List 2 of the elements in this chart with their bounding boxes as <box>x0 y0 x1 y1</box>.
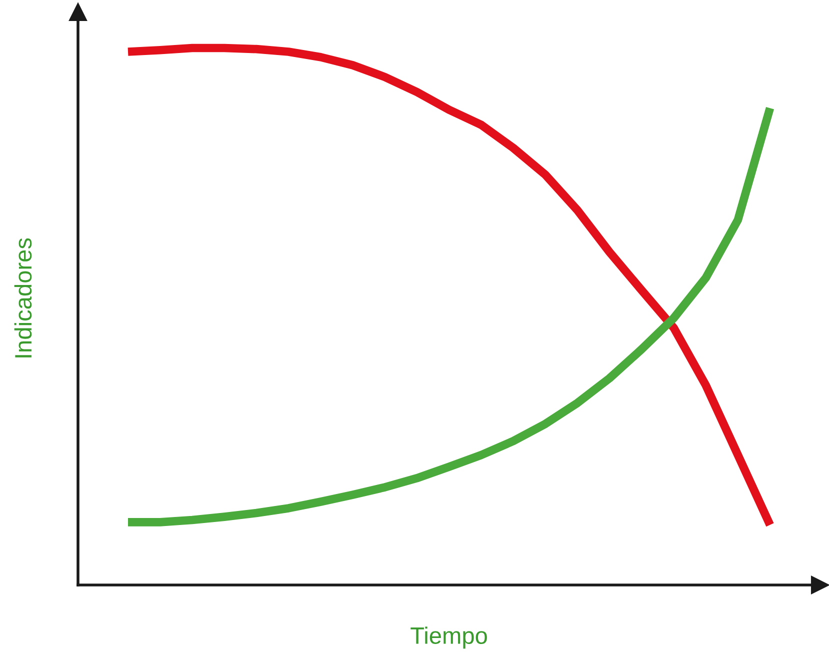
x-axis-title: Tiempo <box>410 626 487 649</box>
y-axis-title: Indicadores <box>14 238 32 358</box>
